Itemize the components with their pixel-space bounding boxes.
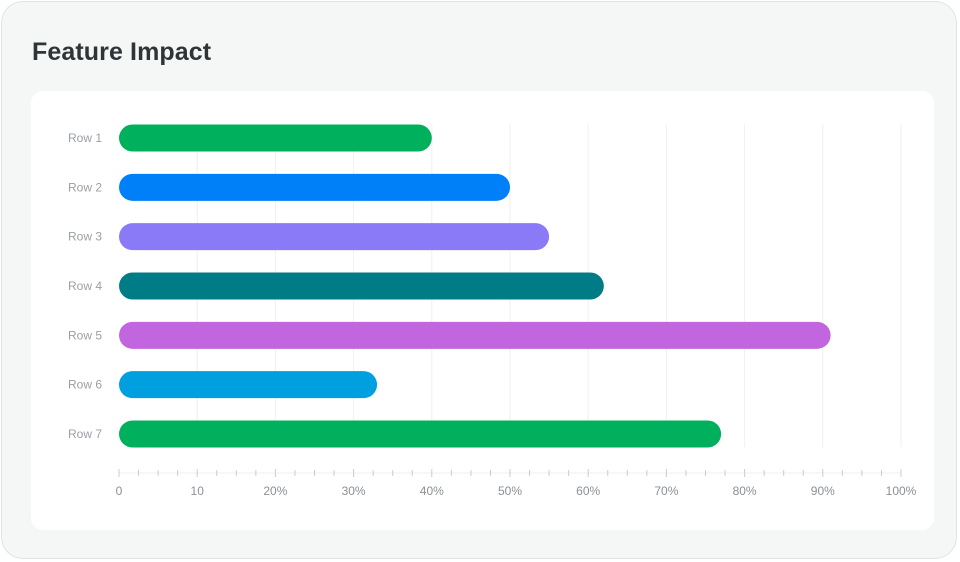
x-tick-label: 80% <box>733 484 757 498</box>
bar-row-3 <box>119 223 550 251</box>
x-tick-label: 20% <box>263 484 287 498</box>
row-label: Row 7 <box>68 427 102 441</box>
x-tick-label: 70% <box>654 484 678 498</box>
row-label: Row 4 <box>68 279 102 293</box>
x-tick-label: 0 <box>116 484 123 498</box>
row-labels: Row 1 Row 2 Row 3 Row 4 Row 5 Row 6 Row 7 <box>68 131 102 441</box>
bar-row-4 <box>119 272 604 300</box>
bars <box>119 124 831 448</box>
row-label: Row 2 <box>68 180 102 194</box>
card-title: Feature Impact <box>32 38 212 66</box>
x-tick-label: 10 <box>191 484 205 498</box>
row-label: Row 5 <box>68 328 102 342</box>
x-axis: 0 10 20% 30% 40% 50% 60% 70% 80% 90% 100% <box>116 469 917 498</box>
x-tick-label: 60% <box>576 484 600 498</box>
row-label: Row 3 <box>68 230 102 244</box>
x-tick-label: 30% <box>342 484 366 498</box>
bar-row-1 <box>119 124 432 152</box>
bar-row-7 <box>119 420 722 448</box>
x-tick-label: 50% <box>498 484 522 498</box>
bar-row-2 <box>119 173 510 201</box>
feature-impact-chart: Row 1 Row 2 Row 3 Row 4 Row 5 Row 6 Row 7 0 10 2… <box>68 124 917 498</box>
bar-row-6 <box>119 371 378 399</box>
x-tick-label: 100% <box>886 484 917 498</box>
row-label: Row 1 <box>68 131 102 145</box>
chart-panel: Row 1 Row 2 Row 3 Row 4 Row 5 Row 6 Row 7 0 10 2… <box>31 91 934 530</box>
x-tick-label: 90% <box>811 484 835 498</box>
row-label: Row 6 <box>68 378 102 392</box>
bar-row-5 <box>119 321 831 349</box>
x-tick-label: 40% <box>420 484 444 498</box>
